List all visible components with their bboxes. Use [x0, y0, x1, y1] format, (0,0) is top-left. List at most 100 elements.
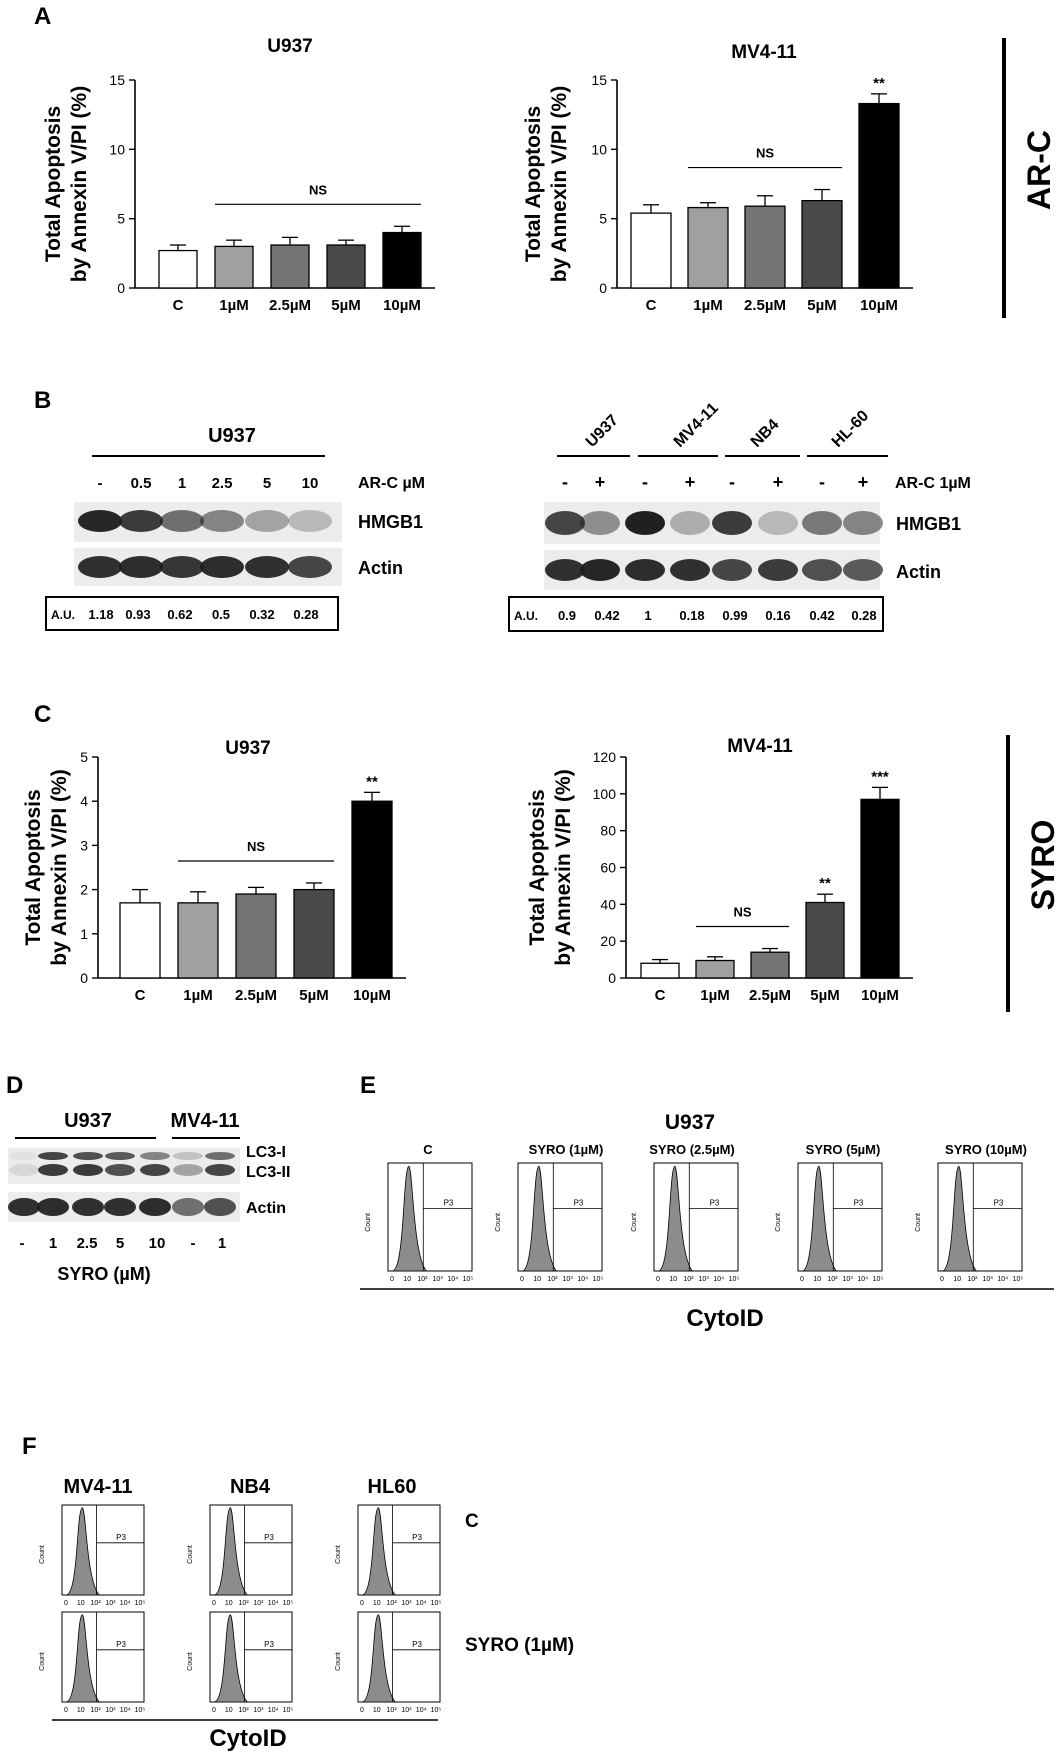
- histogram-y-label: Count: [187, 1652, 194, 1671]
- au-label: A.U.: [514, 609, 538, 623]
- gate-label: P3: [116, 1533, 126, 1542]
- histogram-x-tick: 10⁴: [268, 1707, 279, 1714]
- histogram-x-tick: 10⁵: [1013, 1276, 1024, 1283]
- histogram-x-tick: 10²: [387, 1600, 398, 1607]
- blot-band: [38, 1164, 68, 1176]
- blot-band: [288, 510, 332, 532]
- y-tick-label: 20: [600, 933, 616, 949]
- chart-title: U937: [267, 36, 312, 57]
- blot-band: [9, 1164, 39, 1176]
- y-axis-label: Total Apoptosis by Annexin V/PI (%): [522, 86, 571, 282]
- au-value: 0.16: [765, 608, 790, 623]
- histogram-x-tick: 10⁵: [283, 1707, 294, 1714]
- dose-label: -: [20, 1235, 25, 1252]
- band-label: Actin: [358, 558, 403, 578]
- y-tick-label: 0: [608, 970, 616, 986]
- x-tick-label: 2.5µM: [749, 987, 791, 1004]
- y-axis-label-line2: by Annexin V/PI (%): [48, 769, 71, 965]
- chart-title: U937: [225, 738, 270, 759]
- blot-band: [245, 556, 289, 578]
- dose-label: 10: [149, 1235, 166, 1252]
- histogram-y-label: Count: [335, 1545, 342, 1564]
- panel-letter-c: C: [34, 701, 51, 728]
- x-axis-label: SYRO (µM): [57, 1264, 150, 1284]
- gate-label: P3: [574, 1198, 584, 1207]
- blot-band: [73, 1152, 103, 1160]
- blot-band: [712, 511, 752, 535]
- blot-band: [802, 511, 842, 535]
- x-tick-label: C: [135, 987, 146, 1004]
- y-tick-label: 0: [80, 970, 88, 986]
- bar: [326, 244, 366, 289]
- y-tick-label: 5: [80, 749, 88, 765]
- blot-band: [580, 559, 620, 581]
- gate-label: P3: [444, 1198, 454, 1207]
- histogram-title: SYRO (5µM): [806, 1142, 881, 1157]
- au-value: 1.18: [88, 607, 113, 622]
- histogram-x-tick: 0: [212, 1600, 216, 1607]
- blot-band: [758, 511, 798, 535]
- histogram-x-tick: 10: [77, 1600, 85, 1607]
- histogram-y-label: Count: [915, 1213, 922, 1232]
- ns-label: NS: [309, 182, 327, 197]
- gate-label: P3: [264, 1640, 274, 1649]
- treatment-sign: -: [562, 472, 568, 492]
- blot-band: [105, 1152, 135, 1160]
- x-tick-label: 1µM: [700, 987, 729, 1004]
- histogram-peak: [392, 1165, 428, 1272]
- flow-cell-label: NB4: [230, 1476, 271, 1498]
- histogram-title: SYRO (2.5µM): [649, 1142, 735, 1157]
- bar: [270, 244, 310, 289]
- treatment-sign: -: [819, 472, 825, 492]
- y-tick-label: 0: [599, 280, 607, 296]
- significance-mark: ***: [871, 768, 889, 785]
- blot-band: [173, 1152, 203, 1160]
- dose-label: 0.5: [131, 475, 152, 492]
- x-tick-label: 2.5µM: [235, 987, 277, 1004]
- histogram-x-tick: 10: [373, 1600, 381, 1607]
- bar: [744, 205, 786, 289]
- blot-band: [140, 1152, 170, 1160]
- au-box: [45, 596, 339, 631]
- histogram-x-tick: 10²: [91, 1600, 102, 1607]
- blot-band: [104, 1198, 136, 1216]
- gate-label: P3: [710, 1198, 720, 1207]
- syro-side-label: SYRO: [1025, 820, 1061, 911]
- x-tick-label: 2.5µM: [269, 297, 311, 314]
- histogram-x-tick: 10²: [547, 1276, 558, 1283]
- x-tick-label: 1µM: [693, 297, 722, 314]
- blot-cell-label: U937: [64, 1110, 112, 1132]
- blot-band: [200, 556, 244, 578]
- panel-letter-d: D: [6, 1072, 23, 1099]
- au-value: 0.62: [167, 607, 192, 622]
- histogram-x-tick: 10: [77, 1707, 85, 1714]
- bar: [214, 245, 254, 289]
- au-value: 0.42: [809, 608, 834, 623]
- blot-band: [843, 559, 883, 581]
- histogram-y-label: Count: [39, 1652, 46, 1671]
- dose-label: -: [191, 1235, 196, 1252]
- gate-label: P3: [116, 1640, 126, 1649]
- blot-band: [580, 511, 620, 535]
- histogram-x-tick: 10³: [401, 1707, 412, 1714]
- au-value: 0.32: [249, 607, 274, 622]
- y-tick-label: 1: [80, 926, 88, 942]
- histogram-x-tick: 10: [373, 1707, 381, 1714]
- histogram-x-tick: 10⁵: [431, 1707, 442, 1714]
- histogram-y-label: Count: [335, 1652, 342, 1671]
- x-tick-label: 5µM: [299, 987, 328, 1004]
- histogram-peak: [361, 1507, 397, 1596]
- histogram-x-tick: 10⁵: [135, 1707, 146, 1714]
- dose-label: 5: [116, 1235, 124, 1252]
- x-tick-label: 5µM: [331, 297, 360, 314]
- significance-mark: **: [873, 75, 885, 92]
- y-axis-label-line2: by Annexin V/PI (%): [548, 86, 571, 282]
- histogram-x-tick: 10⁴: [416, 1707, 427, 1714]
- chart-title: MV4-11: [727, 736, 793, 757]
- bar: [293, 888, 335, 979]
- histogram-y-label: Count: [39, 1545, 46, 1564]
- bar: [860, 798, 900, 979]
- flow-x-axis-label: CytoID: [209, 1725, 286, 1752]
